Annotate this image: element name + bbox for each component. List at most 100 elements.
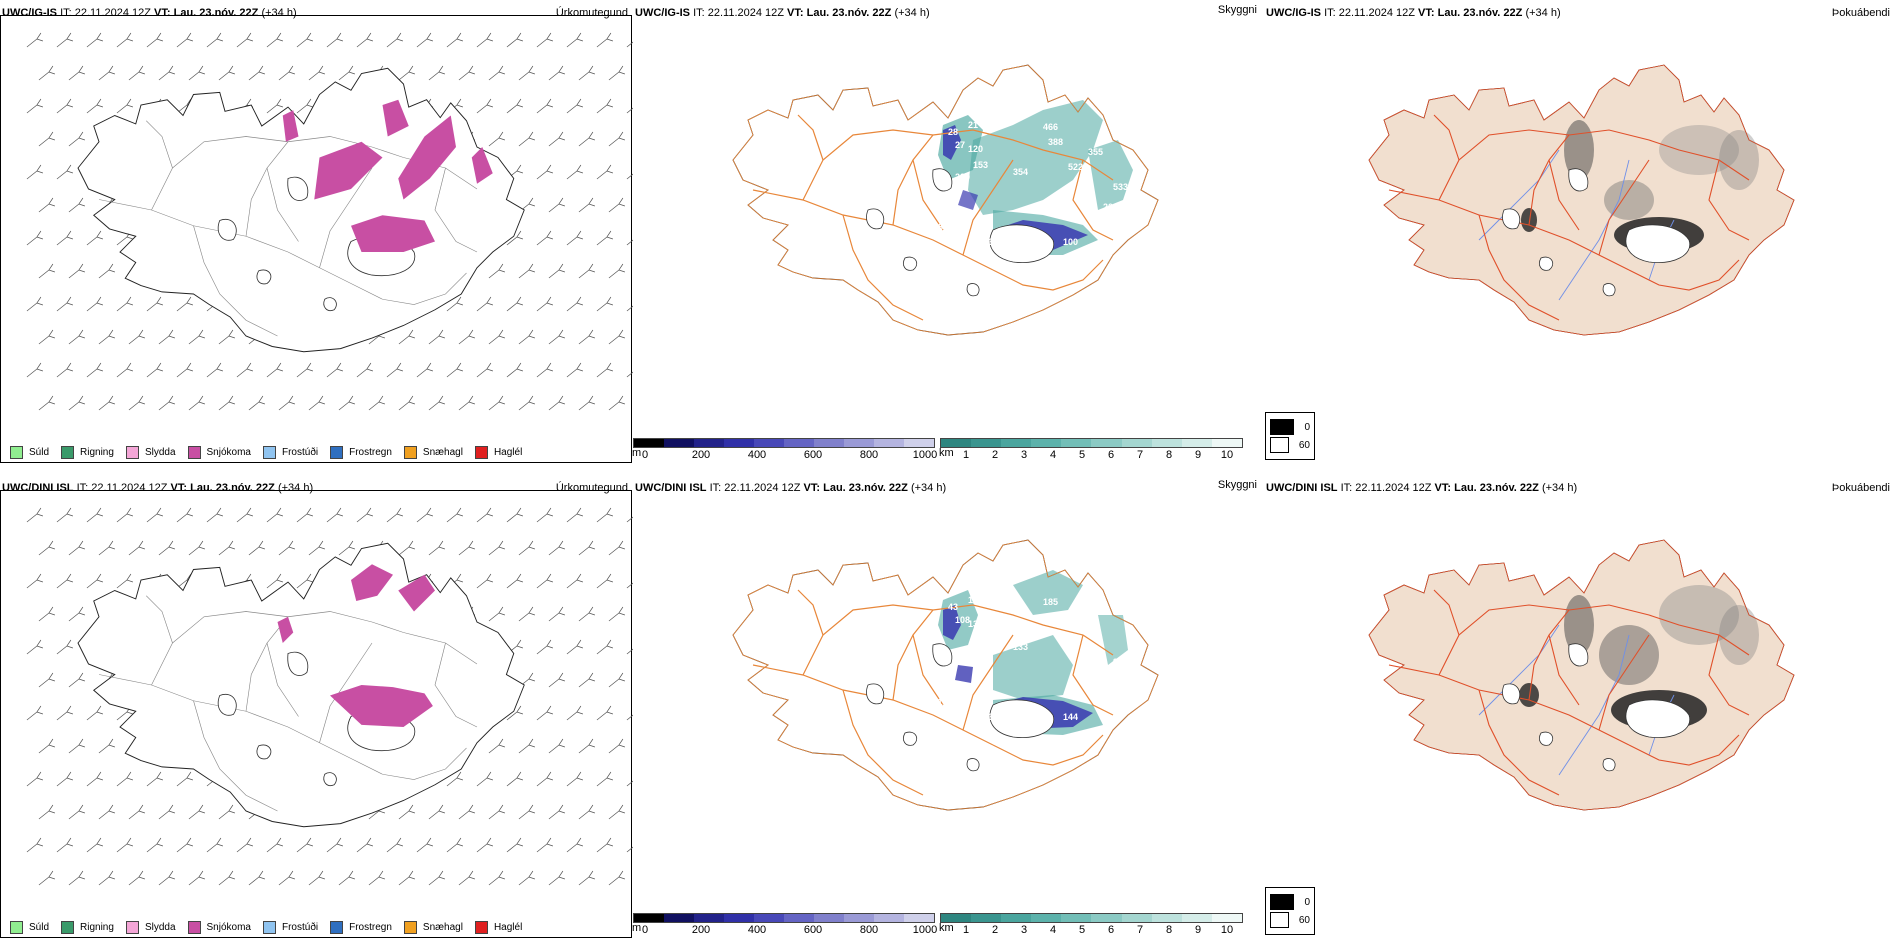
wind-barb <box>98 395 116 411</box>
wind-barb <box>326 32 344 48</box>
wind-barb <box>596 296 614 312</box>
elevation-bar <box>633 913 935 923</box>
cloud-tick: 3 <box>1020 449 1028 461</box>
visibility-label: 533 <box>1113 182 1128 192</box>
glacier <box>932 643 953 667</box>
wind-barb <box>338 395 356 411</box>
wind-barb <box>98 263 116 279</box>
wind-barb <box>176 296 194 312</box>
wind-barb <box>416 362 434 378</box>
road <box>1072 159 1114 241</box>
legend-label: Snjókoma <box>206 921 251 933</box>
precip-legend: Súld Rigning Slydda Snjókoma Frostúði Frostre… <box>2 916 632 938</box>
elevation-step <box>784 914 814 922</box>
wind-barb <box>218 395 236 411</box>
model-row: UWC/IG-IS IT: 22.11.2024 12Z VT: Lau. 23… <box>0 4 1890 463</box>
wind-barb <box>488 540 506 556</box>
wind-barb <box>56 32 74 48</box>
elevation-step <box>634 439 664 447</box>
legend-item-frostregn: Frostregn <box>330 920 392 934</box>
wind-barb <box>98 870 116 886</box>
road <box>912 634 944 706</box>
wind-barb <box>98 540 116 556</box>
wind-barb <box>206 32 224 48</box>
fog-area <box>1659 585 1739 645</box>
wind-barb <box>116 98 134 114</box>
wind-barb <box>608 540 626 556</box>
visibility-label: 185 <box>1043 597 1058 607</box>
cloud-tick: 2 <box>991 449 999 461</box>
wind-barb <box>86 98 104 114</box>
cloud-step <box>1091 914 1122 922</box>
wind-barb <box>626 239 633 246</box>
wind-barb <box>68 197 86 213</box>
elevation-step <box>844 439 874 447</box>
wind-barb <box>398 65 416 81</box>
wind-barb <box>98 329 116 345</box>
cloud-tick: 4 <box>1049 449 1057 461</box>
road <box>962 634 1014 731</box>
legend-item-snæhagl: Snæhagl <box>403 445 463 459</box>
elevation-unit: m <box>632 922 642 934</box>
wind-barb <box>38 131 56 147</box>
wind-barb <box>536 837 554 853</box>
visibility-label: 27 <box>955 140 965 150</box>
wind-barb <box>548 804 566 820</box>
wind-barb <box>98 804 116 820</box>
precip-map <box>26 32 633 411</box>
panel-title: Þokuábendi <box>1831 7 1890 19</box>
wind-barb <box>458 540 476 556</box>
wind-barb <box>116 573 134 589</box>
wind-barb <box>206 837 224 853</box>
coast-road <box>1368 539 1795 811</box>
wind-barb <box>536 573 554 589</box>
elevation-step <box>844 914 874 922</box>
glacier <box>989 224 1055 263</box>
cloud-tick: 9 <box>1194 924 1202 936</box>
elevation-ticks: 0 200 400 600 800 1000 <box>633 449 937 463</box>
wind-barb <box>356 32 374 48</box>
wind-barb <box>26 296 44 312</box>
wind-barb <box>566 32 584 48</box>
snow-areas <box>277 564 435 727</box>
elevation-step <box>814 914 844 922</box>
wind-barb <box>566 98 584 114</box>
road <box>1568 604 1750 656</box>
wind-barb <box>608 804 626 820</box>
wind-barb <box>296 362 314 378</box>
cloud-step <box>941 914 972 922</box>
glacier-outlines <box>1502 168 1691 297</box>
wind-barb <box>158 870 176 886</box>
visibility-label: 91 <box>1113 657 1123 667</box>
wind-barb <box>158 540 176 556</box>
elevation-colorbar: 0 200 400 600 800 1000 m <box>632 913 937 938</box>
wind-barb <box>278 870 296 886</box>
road <box>266 167 299 242</box>
wind-barb <box>86 771 104 787</box>
road <box>1598 159 1650 256</box>
wind-barb <box>26 837 44 853</box>
elevation-step <box>874 439 904 447</box>
wind-barb <box>38 395 56 411</box>
road-network <box>1368 64 1795 336</box>
wind-barb <box>176 362 194 378</box>
river <box>1478 149 1560 241</box>
fog-area <box>1604 180 1654 220</box>
panel-title: Skyggni <box>1217 479 1257 491</box>
legend-label: Slydda <box>144 446 176 458</box>
wind-barb <box>608 870 626 886</box>
legend-item-slydda: Slydda <box>125 445 176 459</box>
elevation-colorbar: 0 200 400 600 800 1000 m <box>632 438 937 463</box>
wind-barb <box>626 516 633 523</box>
wind-barb <box>176 837 194 853</box>
wind-barb <box>68 540 86 556</box>
fog-header: UWC/IG-IS IT: 22.11.2024 12Z VT: Lau. 23… <box>1266 7 1890 19</box>
wind-barb <box>56 230 74 246</box>
wind-barb <box>626 371 633 378</box>
wind-barb <box>518 131 536 147</box>
wind-barb <box>596 32 614 48</box>
wind-barb <box>86 573 104 589</box>
fog-area <box>1599 625 1659 685</box>
wind-barb <box>566 230 584 246</box>
wind-barb <box>98 738 116 754</box>
